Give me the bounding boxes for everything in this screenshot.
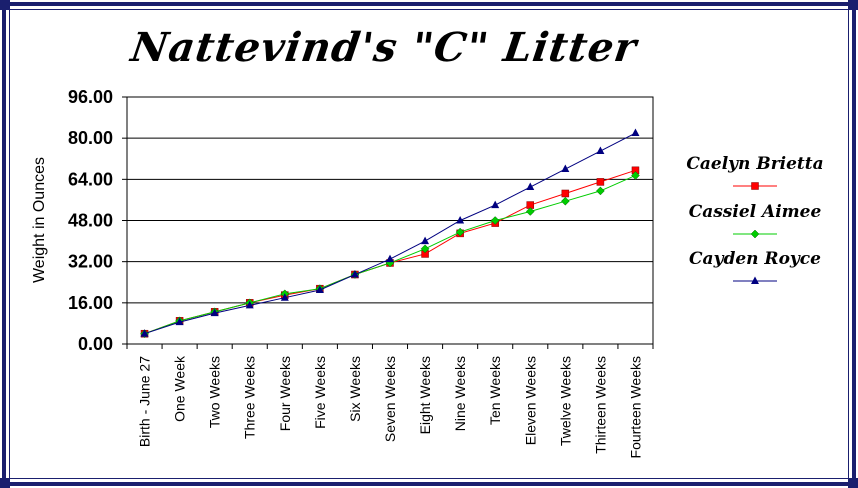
data-point [210, 308, 219, 317]
data-point [526, 182, 535, 191]
data-point [631, 128, 640, 137]
data-point [245, 300, 254, 309]
data-point [140, 329, 149, 337]
x-tick-label: Thirteen Weeks [592, 356, 608, 454]
x-tick-label: Fourteen Weeks [627, 356, 643, 458]
data-point [596, 186, 605, 196]
data-point [560, 196, 570, 206]
y-tick-labels: 0.00 16.00 32.00 48.00 64.00 80.00 96.00 [68, 87, 113, 354]
data-point [420, 244, 430, 254]
data-point [561, 164, 570, 173]
corner-top-right [848, 0, 858, 10]
legend-entry-label: Caelyn Brietta [686, 154, 823, 174]
data-point [525, 207, 535, 216]
y-tick-label: 64.00 [68, 169, 113, 189]
data-point [421, 236, 430, 245]
data-point [596, 178, 605, 186]
inner-border [9, 9, 849, 479]
x-tick-label: Ten Weeks [487, 356, 503, 425]
corner-bottom-right [848, 478, 858, 488]
legend-swatch-marker [750, 229, 760, 239]
x-tick-label: Birth - June 27 [137, 356, 153, 447]
legend-swatch-marker [751, 276, 759, 284]
x-tick-label: Six Weeks [347, 356, 363, 422]
data-point [561, 189, 570, 198]
data-point [455, 227, 465, 237]
x-tick-label: Eleven Weeks [522, 356, 538, 445]
data-point [490, 216, 500, 225]
x-tick-labels: Birth - June 27 One Week Two Weeks Three We… [137, 355, 644, 458]
data-point [350, 270, 359, 278]
data-point [456, 216, 465, 224]
x-tick-label: One Week [172, 355, 188, 422]
x-tick-label: Twelve Weeks [557, 356, 573, 446]
corner-top-left [0, 0, 10, 10]
legend-entry-label: Cayden Royce [689, 249, 821, 269]
x-tick-label: Four Weeks [277, 356, 293, 431]
corner-bottom-left [0, 478, 10, 488]
data-point [280, 293, 289, 301]
x-tick-label: Three Weeks [242, 356, 258, 439]
legend: Caelyn Brietta Cassiel Aimee Cayden Royce [686, 154, 824, 284]
series-lines [140, 128, 640, 339]
gridlines [122, 96, 654, 349]
x-tick-label: Five Weeks [312, 356, 328, 429]
y-tick-label: 32.00 [68, 252, 113, 272]
y-tick-label: 16.00 [68, 293, 113, 313]
y-tick-label: 96.00 [68, 87, 113, 107]
y-tick-label: 80.00 [68, 128, 113, 148]
legend-entry-label: Cassiel Aimee [689, 202, 822, 222]
x-tick-label: Nine Weeks [452, 356, 468, 431]
y-tick-label: 0.00 [78, 334, 113, 354]
data-point [631, 171, 640, 180]
y-tick-label: 48.00 [68, 211, 113, 231]
legend-swatch-marker [751, 182, 759, 190]
data-point [175, 317, 184, 326]
x-tick-label: Seven Weeks [382, 356, 398, 442]
x-tick-label: Two Weeks [207, 356, 223, 428]
series-line [144, 132, 636, 335]
data-point [386, 254, 394, 263]
data-point [596, 146, 605, 155]
data-point [491, 200, 500, 209]
data-point [315, 285, 324, 293]
x-tick-label: Eight Weeks [417, 356, 433, 434]
